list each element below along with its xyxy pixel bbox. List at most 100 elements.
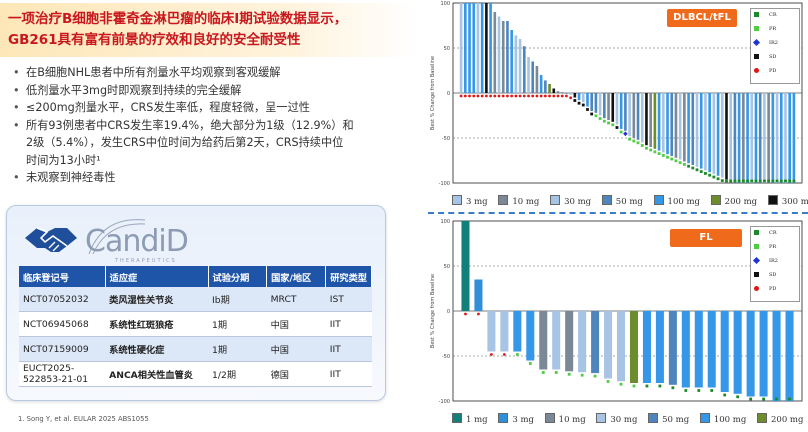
cell-study-type: IIT [325,361,372,387]
bar-mark [788,93,791,183]
bar-mark [742,93,745,183]
response-marker [554,371,558,374]
dose-swatch-icon [596,413,607,423]
response-marker [527,94,530,98]
fl-dose-legend: 1 mg 3 mg 10 mg 30 mg 50 mg 100 mg 200 m… [452,413,808,425]
bar-mark [624,93,627,131]
bar-mark [548,84,551,93]
pr-marker-icon [754,26,759,31]
bar-mark [501,21,505,93]
bar-mark [518,39,522,93]
response-marker [645,146,648,150]
cell-phase: 1期 [208,336,267,362]
fl-waterfall-chart: 100 50 0 -50 -100 Best % Change from Baseline [428,218,808,410]
bar-mark [645,93,648,146]
dose-item: 300 mg [767,195,808,207]
col-phase: 试验分期 [208,266,268,287]
bar-mark [513,311,522,352]
bar-mark [472,3,476,93]
response-marker [468,94,471,98]
findings-list: 在B细胞NHL患者中所有剂量水平均观察到客观缓解 低剂量水平3mg时即观察到持续… [12,64,408,187]
cell-indication: 系统性红斑狼疮 [105,311,209,337]
response-marker [586,108,589,111]
bar-mark [573,93,577,98]
cell-indication: 系统性硬化症 [105,336,209,362]
y-axis-label: Best % Change from Baseline [430,56,436,130]
table-row: NCT07159009 系统性硬化症 1期 中国 IIT [19,336,372,362]
bar-mark [552,88,556,93]
table-row: NCT07052032 类风湿性关节炎 Ib期 MRCT IST [19,287,372,312]
y-tick-label: -100 [439,399,450,405]
response-marker [710,389,714,392]
legend-pr: PR [751,244,799,252]
cell-indication: ANCA相关性血管炎 [105,361,209,387]
response-marker [640,144,644,147]
bar-mark [746,93,749,183]
response-marker [463,94,467,98]
response-marker [510,94,514,98]
bar-mark [767,93,770,183]
y-tick-label: 100 [440,219,450,225]
dose-swatch-icon [544,413,555,423]
headline-banner: 一项治疗B细胞非霍奇金淋巴瘤的临床I期试验数据显示， GB261具有富有前景的疗… [0,3,416,57]
y-tick-label: -100 [439,181,450,187]
bar-mark [733,93,737,183]
response-marker [767,179,771,183]
bar-mark [577,93,581,101]
bar-mark [725,93,728,180]
dose-item: 30 mg [596,413,637,425]
response-marker [501,94,505,98]
bar-mark [522,46,526,93]
dose-swatch-icon [653,195,664,205]
bar-mark [666,93,669,155]
response-marker [514,94,518,98]
bar-mark [779,93,783,183]
bar-mark [649,93,652,147]
bar-mark [629,311,638,383]
fl-response-legend: CR PR IR2 SD PD [750,226,800,302]
bar-mark [775,93,779,183]
dose-item: 10 mg [498,195,539,207]
bar-mark [476,3,480,93]
bar-mark [640,93,644,143]
response-marker [653,150,657,154]
finding-item: 未观察到神经毒性 [12,169,408,187]
dlbcl-waterfall-chart: 100 50 0 -50 -100 Best % Change from Baseline [428,0,808,192]
response-marker [687,164,690,168]
response-marker [792,179,796,183]
finding-item: ≤200mg剂量水平，CRS发生率低，程度轻微，呈一过性 [12,99,408,117]
cell-study-type: IST [325,287,372,312]
cell-indication: 类风湿性关节炎 [105,287,209,312]
dose-swatch-icon [710,195,721,205]
response-marker [590,112,594,116]
response-marker [560,94,564,98]
cell-phase: 1/2期 [208,361,267,387]
response-marker [528,362,532,365]
dose-swatch-icon [757,413,767,423]
legend-pd: PD [751,286,799,294]
response-marker [606,380,610,383]
bar-mark [754,93,758,183]
bar-mark [642,311,651,383]
finding-text-3: 时间为13小时¹ [26,153,101,167]
bar-mark [678,93,682,160]
bar-mark [565,93,568,94]
response-marker [569,96,573,100]
response-marker [623,131,628,137]
bar-mark [565,311,574,372]
dlbcl-dose-legend: 3 mg 10 mg 30 mg 50 mg 100 mg 200 mg 300… [452,195,808,207]
bar-mark [552,311,561,370]
bar-mark [531,61,535,93]
bar-mark [674,93,678,158]
bar-mark [681,311,690,388]
response-marker [762,397,765,401]
bar-mark [461,221,470,311]
bar-mark [594,93,598,113]
dose-swatch-icon [498,195,509,205]
bar-mark [632,93,636,138]
col-registry: 临床登记号 [19,266,106,287]
ir2-marker-icon [752,38,761,47]
dlbcl-tag: DLBCL/tFL [667,9,737,27]
response-marker [535,94,539,98]
response-marker [472,94,476,98]
